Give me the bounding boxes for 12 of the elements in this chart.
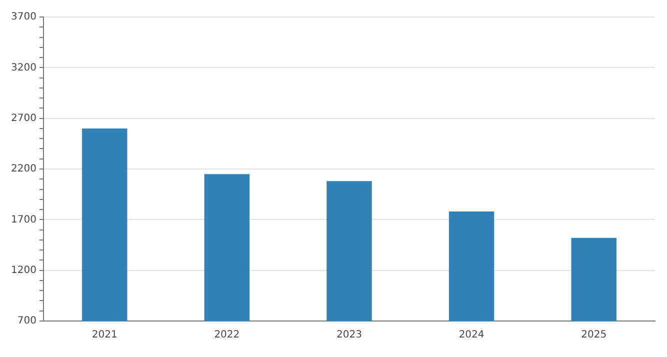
x-tick-label: 2022 bbox=[214, 330, 240, 341]
x-tick-label: 2024 bbox=[458, 330, 484, 341]
y-tick-label: 2200 bbox=[10, 164, 36, 175]
y-tick-label: 1700 bbox=[10, 214, 36, 226]
y-tick-label: 2700 bbox=[10, 112, 36, 124]
x-tick-label: 2023 bbox=[336, 330, 362, 341]
y-tick-label: 1200 bbox=[10, 264, 36, 276]
y-tick-label: 700 bbox=[17, 316, 36, 327]
y-tick-label: 3200 bbox=[10, 62, 36, 74]
x-tick-label: 2025 bbox=[581, 330, 607, 341]
y-tick-label: 3700 bbox=[10, 12, 36, 23]
x-tick-label: 2021 bbox=[92, 330, 118, 341]
